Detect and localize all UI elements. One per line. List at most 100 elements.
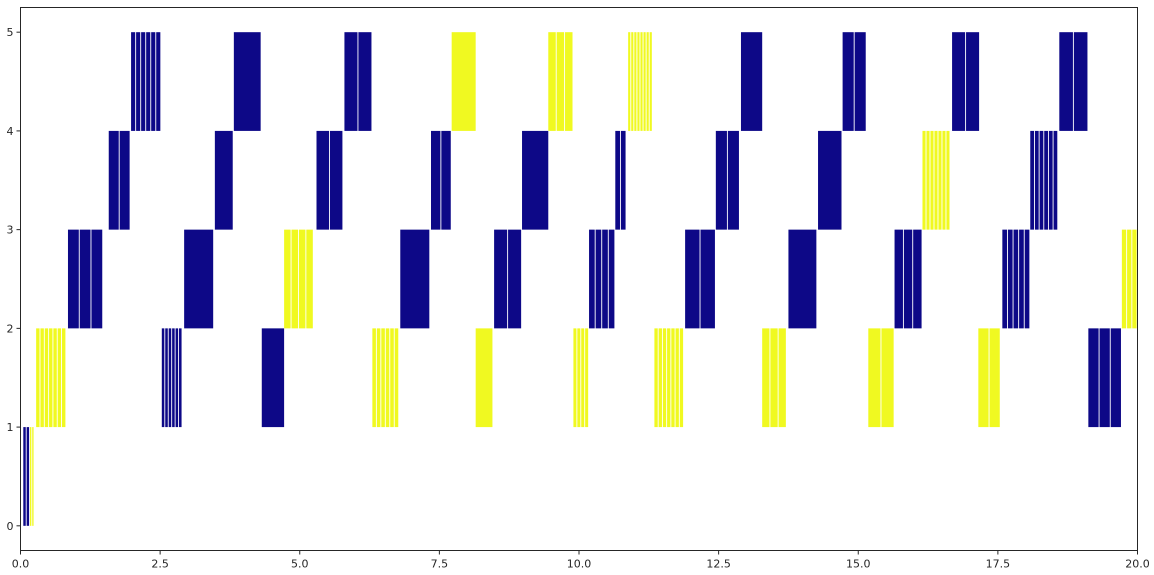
plot-area: [23, 32, 1137, 526]
bar: [573, 328, 577, 428]
bar: [881, 328, 894, 428]
bar: [952, 32, 966, 131]
bar: [778, 328, 786, 428]
bar-group: [522, 130, 549, 230]
bar-group: [615, 130, 626, 230]
bar: [1007, 229, 1013, 329]
bar-group: [740, 32, 763, 131]
bar: [168, 328, 172, 428]
bar: [934, 130, 938, 230]
bar: [1059, 32, 1073, 131]
bar-group: [316, 130, 343, 230]
bar: [151, 32, 156, 131]
bar-group: [894, 229, 922, 329]
bar: [61, 328, 66, 428]
bar: [44, 328, 49, 428]
bar: [643, 32, 646, 131]
bar-group: [131, 32, 161, 131]
x-tick-label: 7.5: [431, 558, 449, 571]
bar: [1002, 229, 1008, 329]
bar: [184, 229, 214, 329]
bar-group: [372, 328, 399, 428]
bar: [658, 328, 662, 428]
bar: [548, 32, 556, 131]
y-tick-label: 2: [7, 322, 14, 335]
y-tick-label: 3: [7, 224, 14, 237]
bar: [595, 229, 602, 329]
bar-group: [36, 328, 66, 428]
bar: [646, 32, 649, 131]
bar: [508, 229, 522, 329]
bar-group: [548, 32, 573, 131]
bar: [165, 328, 168, 428]
y-tick-label: 1: [7, 421, 14, 434]
y-axis: 0 1 2 3 4 5: [7, 26, 21, 533]
bar-group: [214, 130, 233, 230]
bar-group: [23, 427, 30, 526]
bar: [233, 32, 261, 131]
bar: [385, 328, 390, 428]
bar: [91, 229, 103, 329]
bar: [930, 130, 934, 230]
bar: [400, 229, 430, 329]
bar: [1121, 229, 1127, 329]
bar: [662, 328, 667, 428]
bar: [913, 229, 922, 329]
bar: [762, 328, 770, 428]
bar: [291, 229, 299, 329]
bar: [1132, 229, 1137, 329]
bar: [903, 229, 913, 329]
bar: [1073, 32, 1088, 131]
bar-group: [842, 32, 866, 131]
bar: [675, 328, 679, 428]
bar: [175, 328, 179, 428]
y-tick-label: 4: [7, 125, 14, 138]
bar-group: [233, 32, 261, 131]
bar: [581, 328, 585, 428]
bar: [284, 229, 291, 329]
bar-group: [868, 328, 894, 428]
bar: [615, 130, 620, 230]
bar: [381, 328, 385, 428]
bar: [966, 32, 980, 131]
bar-group: [1059, 32, 1088, 131]
bar: [654, 328, 658, 428]
bar: [108, 130, 119, 230]
bar: [620, 130, 626, 230]
bar: [946, 130, 950, 230]
bar-group: [715, 130, 739, 230]
bar-group: [589, 229, 615, 329]
bar: [1053, 130, 1058, 230]
bar: [727, 130, 739, 230]
bar: [29, 427, 32, 526]
bar: [700, 229, 715, 329]
bar: [53, 328, 57, 428]
bar: [119, 130, 130, 230]
bar: [67, 229, 79, 329]
bar: [978, 328, 989, 428]
bar: [671, 328, 675, 428]
bar-group: [1121, 229, 1137, 329]
bar: [430, 130, 441, 230]
bar: [922, 130, 926, 230]
bar: [156, 32, 161, 131]
bar: [179, 328, 182, 428]
bar: [685, 229, 700, 329]
bar-group: [475, 328, 493, 428]
bar-group: [284, 229, 313, 329]
bar: [628, 32, 631, 131]
bar: [740, 32, 763, 131]
bar: [602, 229, 608, 329]
x-tick-label: 20.0: [1125, 558, 1150, 571]
bar: [894, 229, 903, 329]
bar: [679, 328, 684, 428]
bar: [589, 229, 595, 329]
bar: [358, 32, 372, 131]
bar-group: [788, 229, 817, 329]
bar: [451, 32, 476, 131]
x-tick-label: 0.0: [12, 558, 30, 571]
bar: [868, 328, 881, 428]
bar-group: [573, 328, 589, 428]
bar: [715, 130, 727, 230]
